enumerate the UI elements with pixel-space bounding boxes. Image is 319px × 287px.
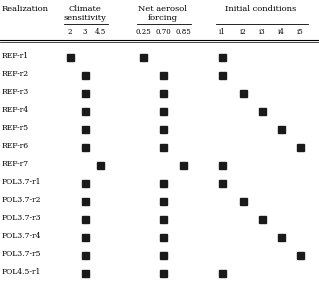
Bar [160,234,167,241]
Text: 0.25: 0.25 [135,28,151,36]
Bar [81,216,88,222]
Bar [240,197,247,205]
Text: Climate: Climate [69,5,101,13]
Text: i2: i2 [240,28,246,36]
Text: sensitivity: sensitivity [63,14,107,22]
Text: POL3.7-r1: POL3.7-r1 [2,178,41,186]
Text: REF-r4: REF-r4 [2,106,29,114]
Bar [180,162,187,168]
Bar [160,216,167,222]
Bar [81,71,88,79]
Bar [139,53,146,61]
Bar [81,90,88,96]
Text: REF-r2: REF-r2 [2,70,29,78]
Bar [160,179,167,187]
Bar [160,197,167,205]
Bar [160,269,167,276]
Bar [219,53,226,61]
Bar [81,144,88,150]
Bar [240,90,247,96]
Text: REF-r3: REF-r3 [2,88,29,96]
Text: i5: i5 [297,28,303,36]
Text: REF-r6: REF-r6 [2,142,29,150]
Bar [81,234,88,241]
Text: REF-r1: REF-r1 [2,52,29,60]
Bar [278,125,285,133]
Bar [219,162,226,168]
Bar [81,179,88,187]
Bar [81,125,88,133]
Text: i4: i4 [278,28,284,36]
Text: 4.5: 4.5 [94,28,106,36]
Bar [160,90,167,96]
Bar [81,197,88,205]
Bar [66,53,73,61]
Bar [81,108,88,115]
Text: i3: i3 [259,28,265,36]
Bar [160,71,167,79]
Bar [160,108,167,115]
Text: REF-r5: REF-r5 [2,124,29,132]
Text: REF-r7: REF-r7 [2,160,29,168]
Text: 2: 2 [68,28,72,36]
Bar [81,269,88,276]
Bar [219,71,226,79]
Bar [160,144,167,150]
Bar [219,179,226,187]
Bar [278,234,285,241]
Text: POL3.7-r5: POL3.7-r5 [2,250,41,258]
Text: POL3.7-r2: POL3.7-r2 [2,196,41,204]
Bar [296,251,303,259]
Bar [81,251,88,259]
Bar [258,216,265,222]
Text: 0.85: 0.85 [175,28,191,36]
Text: Initial conditions: Initial conditions [226,5,297,13]
Bar [296,144,303,150]
Bar [258,108,265,115]
Text: Realization: Realization [2,5,49,13]
Text: 0.70: 0.70 [155,28,171,36]
Bar [97,162,103,168]
Bar [219,269,226,276]
Text: POL4.5-r1: POL4.5-r1 [2,268,41,276]
Text: Net aerosol: Net aerosol [138,5,188,13]
Bar [160,251,167,259]
Text: i1: i1 [219,28,226,36]
Bar [160,125,167,133]
Text: POL3.7-r3: POL3.7-r3 [2,214,41,222]
Text: POL3.7-r4: POL3.7-r4 [2,232,41,240]
Text: forcing: forcing [148,14,178,22]
Text: 3: 3 [83,28,87,36]
